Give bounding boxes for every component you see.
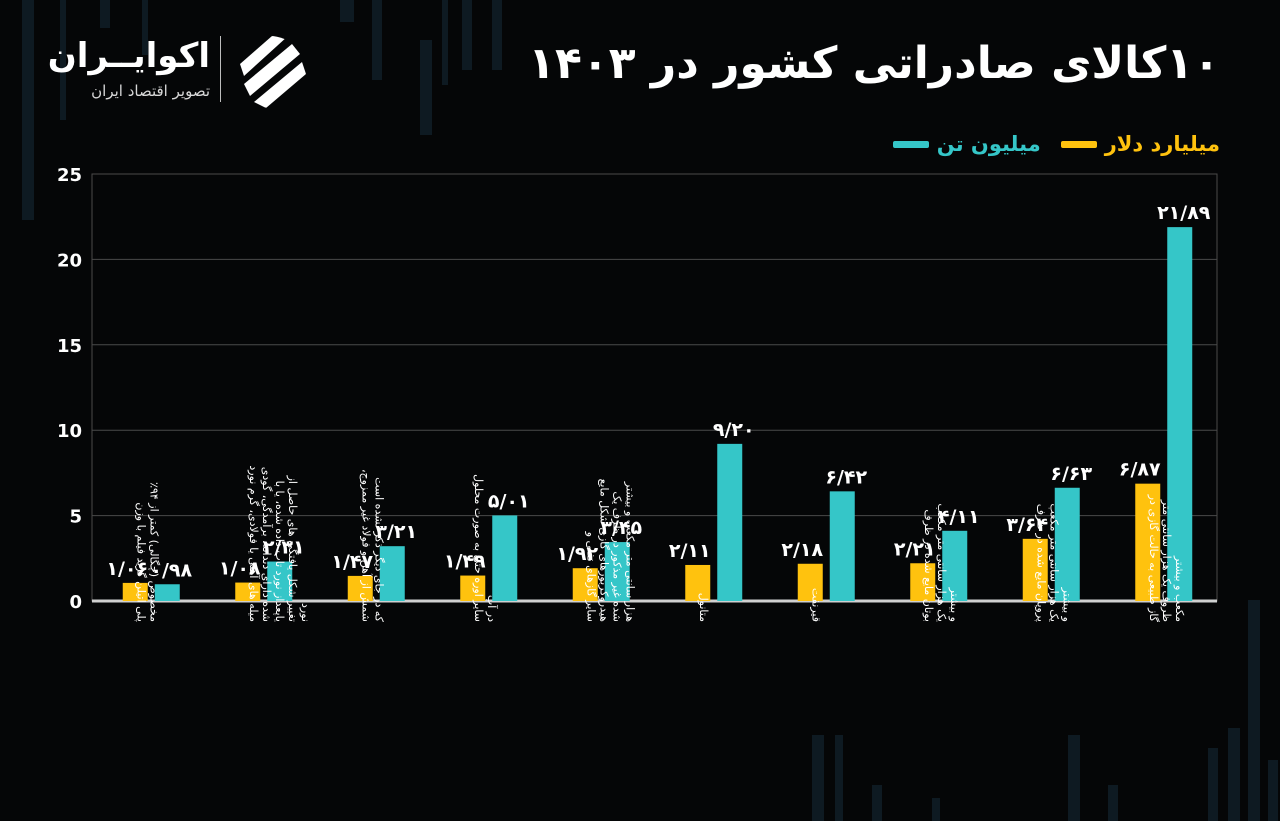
data-label-dollar: ۱/۰۸ bbox=[219, 558, 261, 580]
y-tick-label: 10 bbox=[57, 421, 82, 442]
category-label-line: سایر اوره حتی به صورت محلول bbox=[472, 474, 485, 622]
category-label-line: یک هزار سانتی متر مکعب bbox=[1047, 503, 1060, 622]
bar-dollar bbox=[122, 582, 148, 601]
category-label-line: پروپان مایع شده در ظرف bbox=[1034, 504, 1047, 622]
data-label-dollar: ۳/۶۴ bbox=[1006, 514, 1048, 536]
bar-ton bbox=[379, 546, 405, 601]
logo-divider bbox=[220, 36, 221, 102]
bar-ton bbox=[604, 542, 630, 601]
category-label: سایر گازهای نفتی و هیدروکربورهای گازی شکل… bbox=[584, 479, 636, 623]
category-label: قیرنفت bbox=[809, 588, 822, 622]
bar-ton bbox=[154, 584, 180, 601]
bar-ton bbox=[1167, 227, 1193, 601]
bar-dollar bbox=[572, 568, 598, 601]
bar-dollar bbox=[235, 582, 261, 601]
bar-dollar bbox=[347, 575, 373, 601]
legend-swatch-dollar bbox=[1060, 140, 1097, 148]
data-label-dollar: ۲/۱۱ bbox=[669, 540, 711, 562]
data-label-ton: ۰/۹۸ bbox=[150, 559, 192, 581]
legend-swatch-ton bbox=[892, 140, 929, 148]
data-label-dollar: ۲/۲۱ bbox=[894, 538, 936, 560]
category-label-line: شمش از آهن و فولاد غیر ممزوج، bbox=[359, 469, 373, 622]
y-tick-label: 0 bbox=[69, 592, 82, 613]
data-label-ton: ۴/۱۱ bbox=[938, 506, 980, 528]
bar-ton bbox=[492, 515, 518, 601]
category-label: میله های آهنی یا فولادی، گرم نورد شده دار… bbox=[247, 465, 312, 622]
data-label-dollar: ۱/۰۶ bbox=[106, 558, 148, 580]
category-label: شمش از آهن و فولاد غیر ممزوج، که در جای د… bbox=[359, 469, 385, 623]
category-label-line: شده غیر مذکور در ظرف یک bbox=[610, 491, 623, 622]
legend-label-dollar: میلیارد دلار bbox=[1104, 132, 1220, 156]
category-label-line: تغییر شکل یافتگی های حاصل از bbox=[286, 475, 299, 622]
bar-ton bbox=[267, 561, 293, 601]
y-tick-label: 5 bbox=[69, 507, 82, 528]
category-label-line: که در جای دیگر ذکر نشده است bbox=[372, 477, 385, 623]
category-label-line: و بیشتر bbox=[948, 587, 961, 622]
category-label-line: پلی اتیلن گرید فیلم با وزن bbox=[134, 502, 147, 622]
category-label-line: قیرنفت bbox=[809, 588, 822, 622]
bar-dollar bbox=[797, 563, 823, 601]
bar-dollar bbox=[685, 564, 711, 601]
data-label-ton: ۵/۰۱ bbox=[488, 490, 530, 512]
stripes-circle-logo-icon bbox=[240, 36, 306, 108]
logo: اکوایــران تصویر اقتصاد ایران bbox=[47, 30, 320, 110]
data-label-dollar: ۶/۸۷ bbox=[1119, 459, 1161, 481]
bar-ton bbox=[717, 443, 743, 601]
logo-name: اکوایــران bbox=[47, 36, 210, 76]
category-label-line: متانول bbox=[697, 593, 710, 622]
category-label-line: بوتان مایع شده در ظرف bbox=[922, 509, 935, 622]
y-tick-label: 25 bbox=[57, 165, 82, 186]
legend-item-dollar: میلیارد دلار bbox=[1060, 132, 1220, 156]
bar-dollar bbox=[1135, 483, 1161, 601]
category-label-line: گاز طبیعی به حالت گازی در bbox=[1147, 494, 1160, 623]
category-label-line: یاپعداز نورد تاب داده شده، یا با bbox=[273, 481, 286, 622]
data-label-dollar: ۱/۹۲ bbox=[556, 543, 598, 565]
category-label-line: هیدروکربورهای گازی شکل مایع bbox=[597, 479, 610, 623]
data-label-ton: ۶/۶۳ bbox=[1050, 463, 1092, 485]
data-label-ton: ۶/۴۲ bbox=[825, 466, 867, 488]
data-label-ton: ۲/۳۱ bbox=[263, 537, 305, 559]
data-label-ton: ۳/۲۱ bbox=[375, 521, 417, 543]
page-title: ۱۰کالای صادراتی کشور در ۱۴۰۳ bbox=[528, 38, 1220, 89]
data-label-dollar: ۲/۱۸ bbox=[781, 539, 823, 561]
bar-ton bbox=[1054, 487, 1080, 601]
category-label-line: ظروف یک هزار سانتی متر bbox=[1160, 499, 1173, 622]
bar-dollar bbox=[460, 575, 486, 601]
category-label-line: مخصوص (چگالی) کمتر از ۹۴٪ bbox=[147, 482, 160, 622]
bar-ton bbox=[829, 491, 855, 601]
category-label: گاز طبیعی به حالت گازی در ظروف یک هزار سا… bbox=[1147, 494, 1186, 623]
category-label-line: شده دارای دندانه، برآمدگی، گودی bbox=[260, 467, 274, 622]
category-label-line: مکعب و بیشتر bbox=[1173, 555, 1186, 622]
data-label-ton: ۳/۴۵ bbox=[600, 517, 642, 539]
bar-dollar bbox=[910, 563, 936, 601]
y-tick-label: 20 bbox=[57, 250, 82, 271]
legend-item-ton: میلیون تن bbox=[892, 132, 1041, 156]
category-label-line: نورد bbox=[299, 603, 312, 622]
category-label-line: میله های آهنی یا فولادی، گرم نورد bbox=[247, 465, 261, 622]
legend-label-ton: میلیون تن bbox=[936, 132, 1041, 156]
category-label-line: و بیشتر bbox=[1060, 587, 1073, 622]
data-label-dollar: ۱/۴۹ bbox=[444, 551, 486, 573]
category-label: پروپان مایع شده در ظرف یک هزار سانتی متر … bbox=[1034, 503, 1073, 622]
y-tick-label: 15 bbox=[57, 336, 82, 357]
data-label-ton: ۹/۲۰ bbox=[713, 419, 755, 441]
category-label-line: هزار سانتی متر مکعب و بیشتر bbox=[623, 481, 636, 622]
category-label: بوتان مایع شده در ظرف یک هزار سانتی متر م… bbox=[922, 503, 961, 622]
category-label-line: در آب bbox=[485, 595, 499, 622]
category-label-line: سایر گازهای نفتی و bbox=[584, 531, 597, 622]
category-label: سایر اوره حتی به صورت محلول در آب bbox=[472, 474, 499, 622]
bar-dollar bbox=[1022, 538, 1048, 601]
category-label: متانول bbox=[697, 593, 710, 622]
data-label-ton: ۲۱/۸۹ bbox=[1157, 202, 1211, 224]
logo-subtitle: تصویر اقتصاد ایران bbox=[91, 82, 210, 100]
bar-ton bbox=[942, 530, 968, 601]
category-label-line: یک هزار سانتی متر مکعب bbox=[935, 503, 948, 622]
data-label-dollar: ۱/۴۷ bbox=[331, 551, 373, 573]
legend: میلیون تن میلیارد دلار bbox=[892, 132, 1220, 156]
